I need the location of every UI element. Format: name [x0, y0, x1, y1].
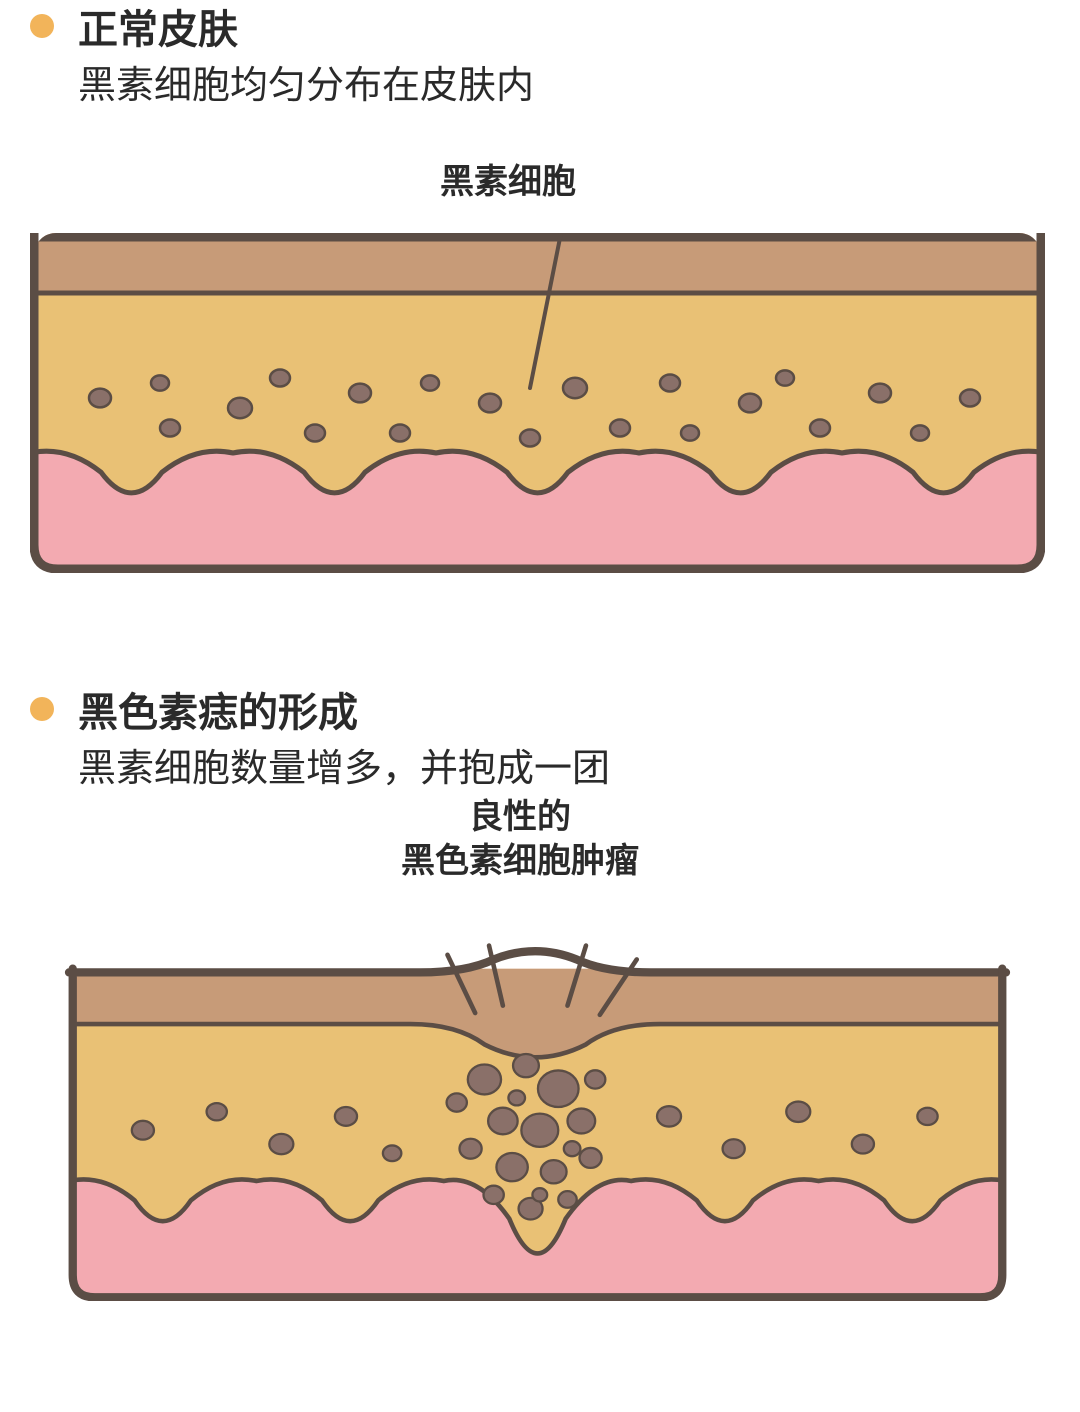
- callout-tumor: 良性的 黑色素细胞肿瘤: [370, 795, 670, 883]
- section-title: 黑色素痣的形成: [78, 687, 610, 739]
- titles: 正常皮肤 黑素细胞均匀分布在皮肤内: [78, 4, 534, 113]
- section-nevus: 黑色素痣的形成 黑素细胞数量增多，并抱成一团 良性的 黑色素细胞肿瘤: [0, 683, 1080, 1301]
- diagram-normal: [30, 233, 1045, 573]
- titles: 黑色素痣的形成 黑素细胞数量增多，并抱成一团: [78, 687, 610, 796]
- skin-diagram-nevus: [30, 941, 1045, 1301]
- section-title: 正常皮肤: [78, 4, 534, 56]
- diagram-nevus: [30, 941, 1045, 1301]
- header-row: 黑色素痣的形成 黑素细胞数量增多，并抱成一团: [0, 683, 1080, 796]
- section-normal-skin: 正常皮肤 黑素细胞均匀分布在皮肤内 黑素细胞: [0, 0, 1080, 573]
- header-row: 正常皮肤 黑素细胞均匀分布在皮肤内: [0, 0, 1080, 113]
- section-subtitle: 黑素细胞均匀分布在皮肤内: [78, 60, 534, 113]
- skin-diagram-normal: [30, 233, 1045, 573]
- bullet-icon: [30, 14, 54, 38]
- callout-melanocyte: 黑素细胞: [440, 160, 576, 204]
- bullet-icon: [30, 697, 54, 721]
- section-subtitle: 黑素细胞数量增多，并抱成一团: [78, 743, 610, 796]
